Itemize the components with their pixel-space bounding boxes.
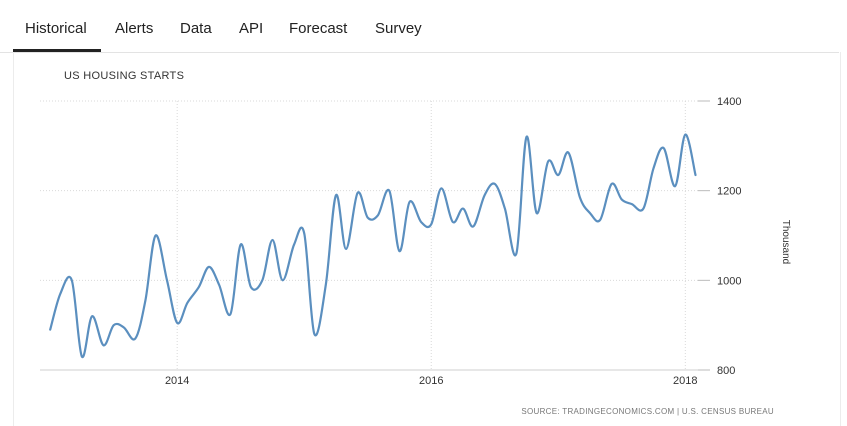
tab-api[interactable]: API xyxy=(239,20,264,37)
x-tick-label: 2018 xyxy=(673,375,697,387)
tab-survey[interactable]: Survey xyxy=(375,20,422,37)
chart-title: US HOUSING STARTS xyxy=(64,70,184,82)
y-axis-ticks: 800 1000 1200 1400 xyxy=(698,96,741,377)
y-tick-label: 1000 xyxy=(717,275,741,287)
active-tab-indicator xyxy=(13,49,101,52)
tab-bar: Historical Alerts Data API Forecast Surv… xyxy=(0,0,839,53)
y-tick-label: 1400 xyxy=(717,96,741,108)
tab-data[interactable]: Data xyxy=(180,20,212,37)
series-line xyxy=(49,133,697,358)
tab-forecast[interactable]: Forecast xyxy=(289,20,348,37)
chart-panel xyxy=(13,52,841,426)
x-tick-label: 2016 xyxy=(419,375,443,387)
y-axis-label: Thousand xyxy=(780,220,791,264)
y-tick-label: 1200 xyxy=(717,186,741,198)
source-note: SOURCE: TRADINGECONOMICS.COM | U.S. CENS… xyxy=(521,407,774,416)
x-axis-ticks: 2014 2016 2018 xyxy=(165,375,698,387)
tab-historical[interactable]: Historical xyxy=(25,20,87,37)
tab-alerts[interactable]: Alerts xyxy=(115,20,154,37)
x-tick-label: 2014 xyxy=(165,375,189,387)
y-tick-label: 800 xyxy=(717,365,735,377)
